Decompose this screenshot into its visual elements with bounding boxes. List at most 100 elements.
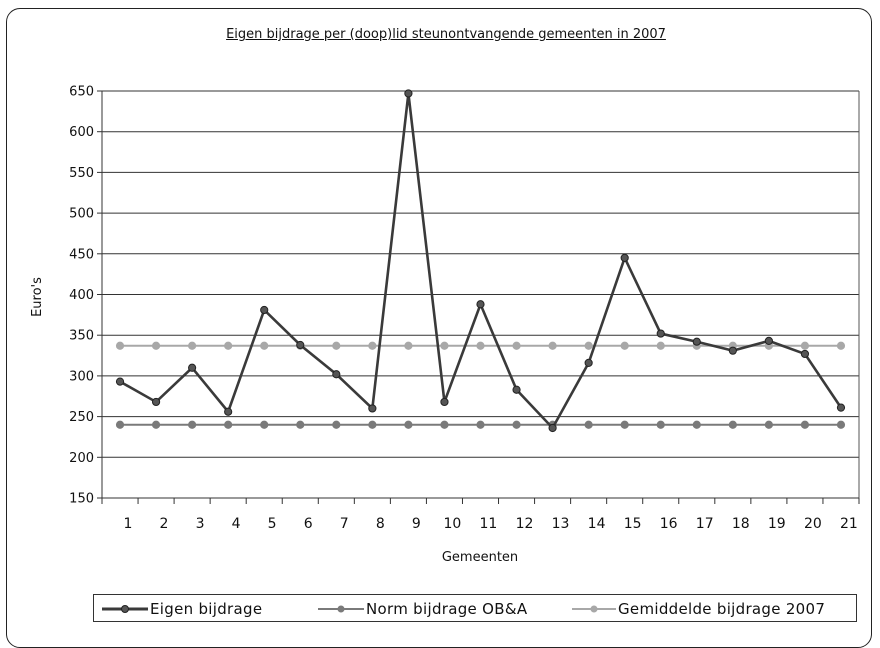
y-tick-label: 400 xyxy=(69,288,94,303)
x-tick-label: 2 xyxy=(160,516,169,532)
legend: Eigen bijdrage Norm bijdrage OB&A Gemidd… xyxy=(93,594,857,622)
data-point xyxy=(656,329,665,338)
x-tick-label: 15 xyxy=(624,516,642,532)
data-point xyxy=(332,341,341,350)
data-point xyxy=(115,420,125,429)
data-point xyxy=(800,420,810,429)
data-point xyxy=(584,341,593,350)
legend-swatch-gemiddelde xyxy=(572,605,616,613)
data-point xyxy=(836,420,846,429)
legend-item-gemiddelde: Gemiddelde bijdrage 2007 xyxy=(570,599,825,619)
x-tick-labels: 1 2 3 4 5 6 7 8 9 10 11 12 13 14 15 16 17 18 19 20 21 xyxy=(123,516,857,532)
x-tick-label: 14 xyxy=(588,516,606,532)
x-tick-label: 1 xyxy=(123,516,132,532)
y-tick-label: 350 xyxy=(69,329,94,344)
x-tick-label: 17 xyxy=(696,516,714,532)
data-point xyxy=(764,336,773,345)
series-1 xyxy=(115,420,846,429)
legend-swatch-norm xyxy=(318,605,364,613)
data-point xyxy=(368,404,377,413)
x-tick-label: 10 xyxy=(443,516,461,532)
data-point xyxy=(224,420,233,429)
data-point xyxy=(151,397,161,407)
data-point xyxy=(800,349,810,359)
data-point xyxy=(224,407,233,416)
y-axis-label: Euro's xyxy=(30,277,45,317)
legend-label-gemiddelde: Gemiddelde bijdrage 2007 xyxy=(618,600,826,618)
data-point xyxy=(836,403,846,412)
data-point xyxy=(548,341,557,350)
y-tick-label: 550 xyxy=(69,166,94,181)
data-point xyxy=(656,420,665,429)
data-point xyxy=(368,341,377,350)
data-point xyxy=(151,420,161,429)
legend-label-eigen: Eigen bijdrage xyxy=(150,600,263,618)
x-tick-label: 8 xyxy=(376,516,385,532)
chart-frame xyxy=(6,8,872,648)
data-point xyxy=(800,341,810,350)
data-point xyxy=(836,341,846,350)
y-tick-label: 150 xyxy=(69,492,94,507)
y-tick-labels: 150 200 250 300 350 400 450 500 550 600 650 xyxy=(69,85,94,507)
x-tick-label: 7 xyxy=(340,516,349,532)
y-tick-label: 650 xyxy=(69,85,94,100)
data-point xyxy=(512,385,521,394)
series-0 xyxy=(115,89,846,433)
data-point xyxy=(512,420,521,429)
data-point xyxy=(728,420,737,429)
data-point xyxy=(151,341,161,350)
data-point xyxy=(115,377,125,386)
data-point xyxy=(296,420,305,429)
data-point xyxy=(656,341,665,350)
gridlines xyxy=(102,90,859,458)
x-tick-label: 18 xyxy=(732,516,750,532)
x-tick-label: 12 xyxy=(516,516,534,532)
data-point xyxy=(115,341,125,350)
data-point xyxy=(692,337,701,346)
legend-item-norm: Norm bijdrage OB&A xyxy=(316,599,527,619)
data-point xyxy=(476,341,485,350)
data-point xyxy=(728,346,737,355)
series-2 xyxy=(115,341,846,350)
legend-item-eigen: Eigen bijdrage xyxy=(100,599,262,619)
data-point xyxy=(260,305,269,315)
data-point xyxy=(476,300,485,309)
data-point xyxy=(548,423,557,433)
x-tick-label: 21 xyxy=(840,516,858,532)
data-point xyxy=(260,420,269,429)
x-tick-label: 13 xyxy=(552,516,570,532)
y-tick-label: 200 xyxy=(69,451,94,466)
x-tick-label: 4 xyxy=(232,516,241,532)
x-tick-label: 11 xyxy=(480,516,498,532)
data-point xyxy=(584,420,593,429)
data-point xyxy=(224,341,233,350)
data-point xyxy=(692,420,701,429)
data-point xyxy=(620,341,629,350)
x-tick-label: 20 xyxy=(804,516,822,532)
data-point xyxy=(332,420,341,429)
data-point xyxy=(584,358,593,367)
data-point xyxy=(260,341,269,350)
series xyxy=(115,89,846,433)
axes xyxy=(97,90,860,504)
data-point xyxy=(440,397,449,407)
x-tick-label: 9 xyxy=(412,516,421,532)
data-point xyxy=(620,253,629,262)
data-point xyxy=(188,341,197,350)
y-tick-label: 250 xyxy=(69,410,94,425)
data-point xyxy=(512,341,521,350)
x-tick-label: 5 xyxy=(268,516,277,532)
data-point xyxy=(332,370,341,379)
data-point xyxy=(368,420,377,429)
data-point xyxy=(188,420,197,429)
x-tick-label: 16 xyxy=(660,516,678,532)
data-point xyxy=(404,341,413,350)
x-tick-label: 6 xyxy=(304,516,313,532)
y-tick-label: 500 xyxy=(69,207,94,222)
data-point xyxy=(440,341,449,350)
data-point xyxy=(188,363,197,372)
y-tick-label: 600 xyxy=(69,125,94,140)
data-point xyxy=(440,420,449,429)
x-tick-label: 19 xyxy=(768,516,786,532)
